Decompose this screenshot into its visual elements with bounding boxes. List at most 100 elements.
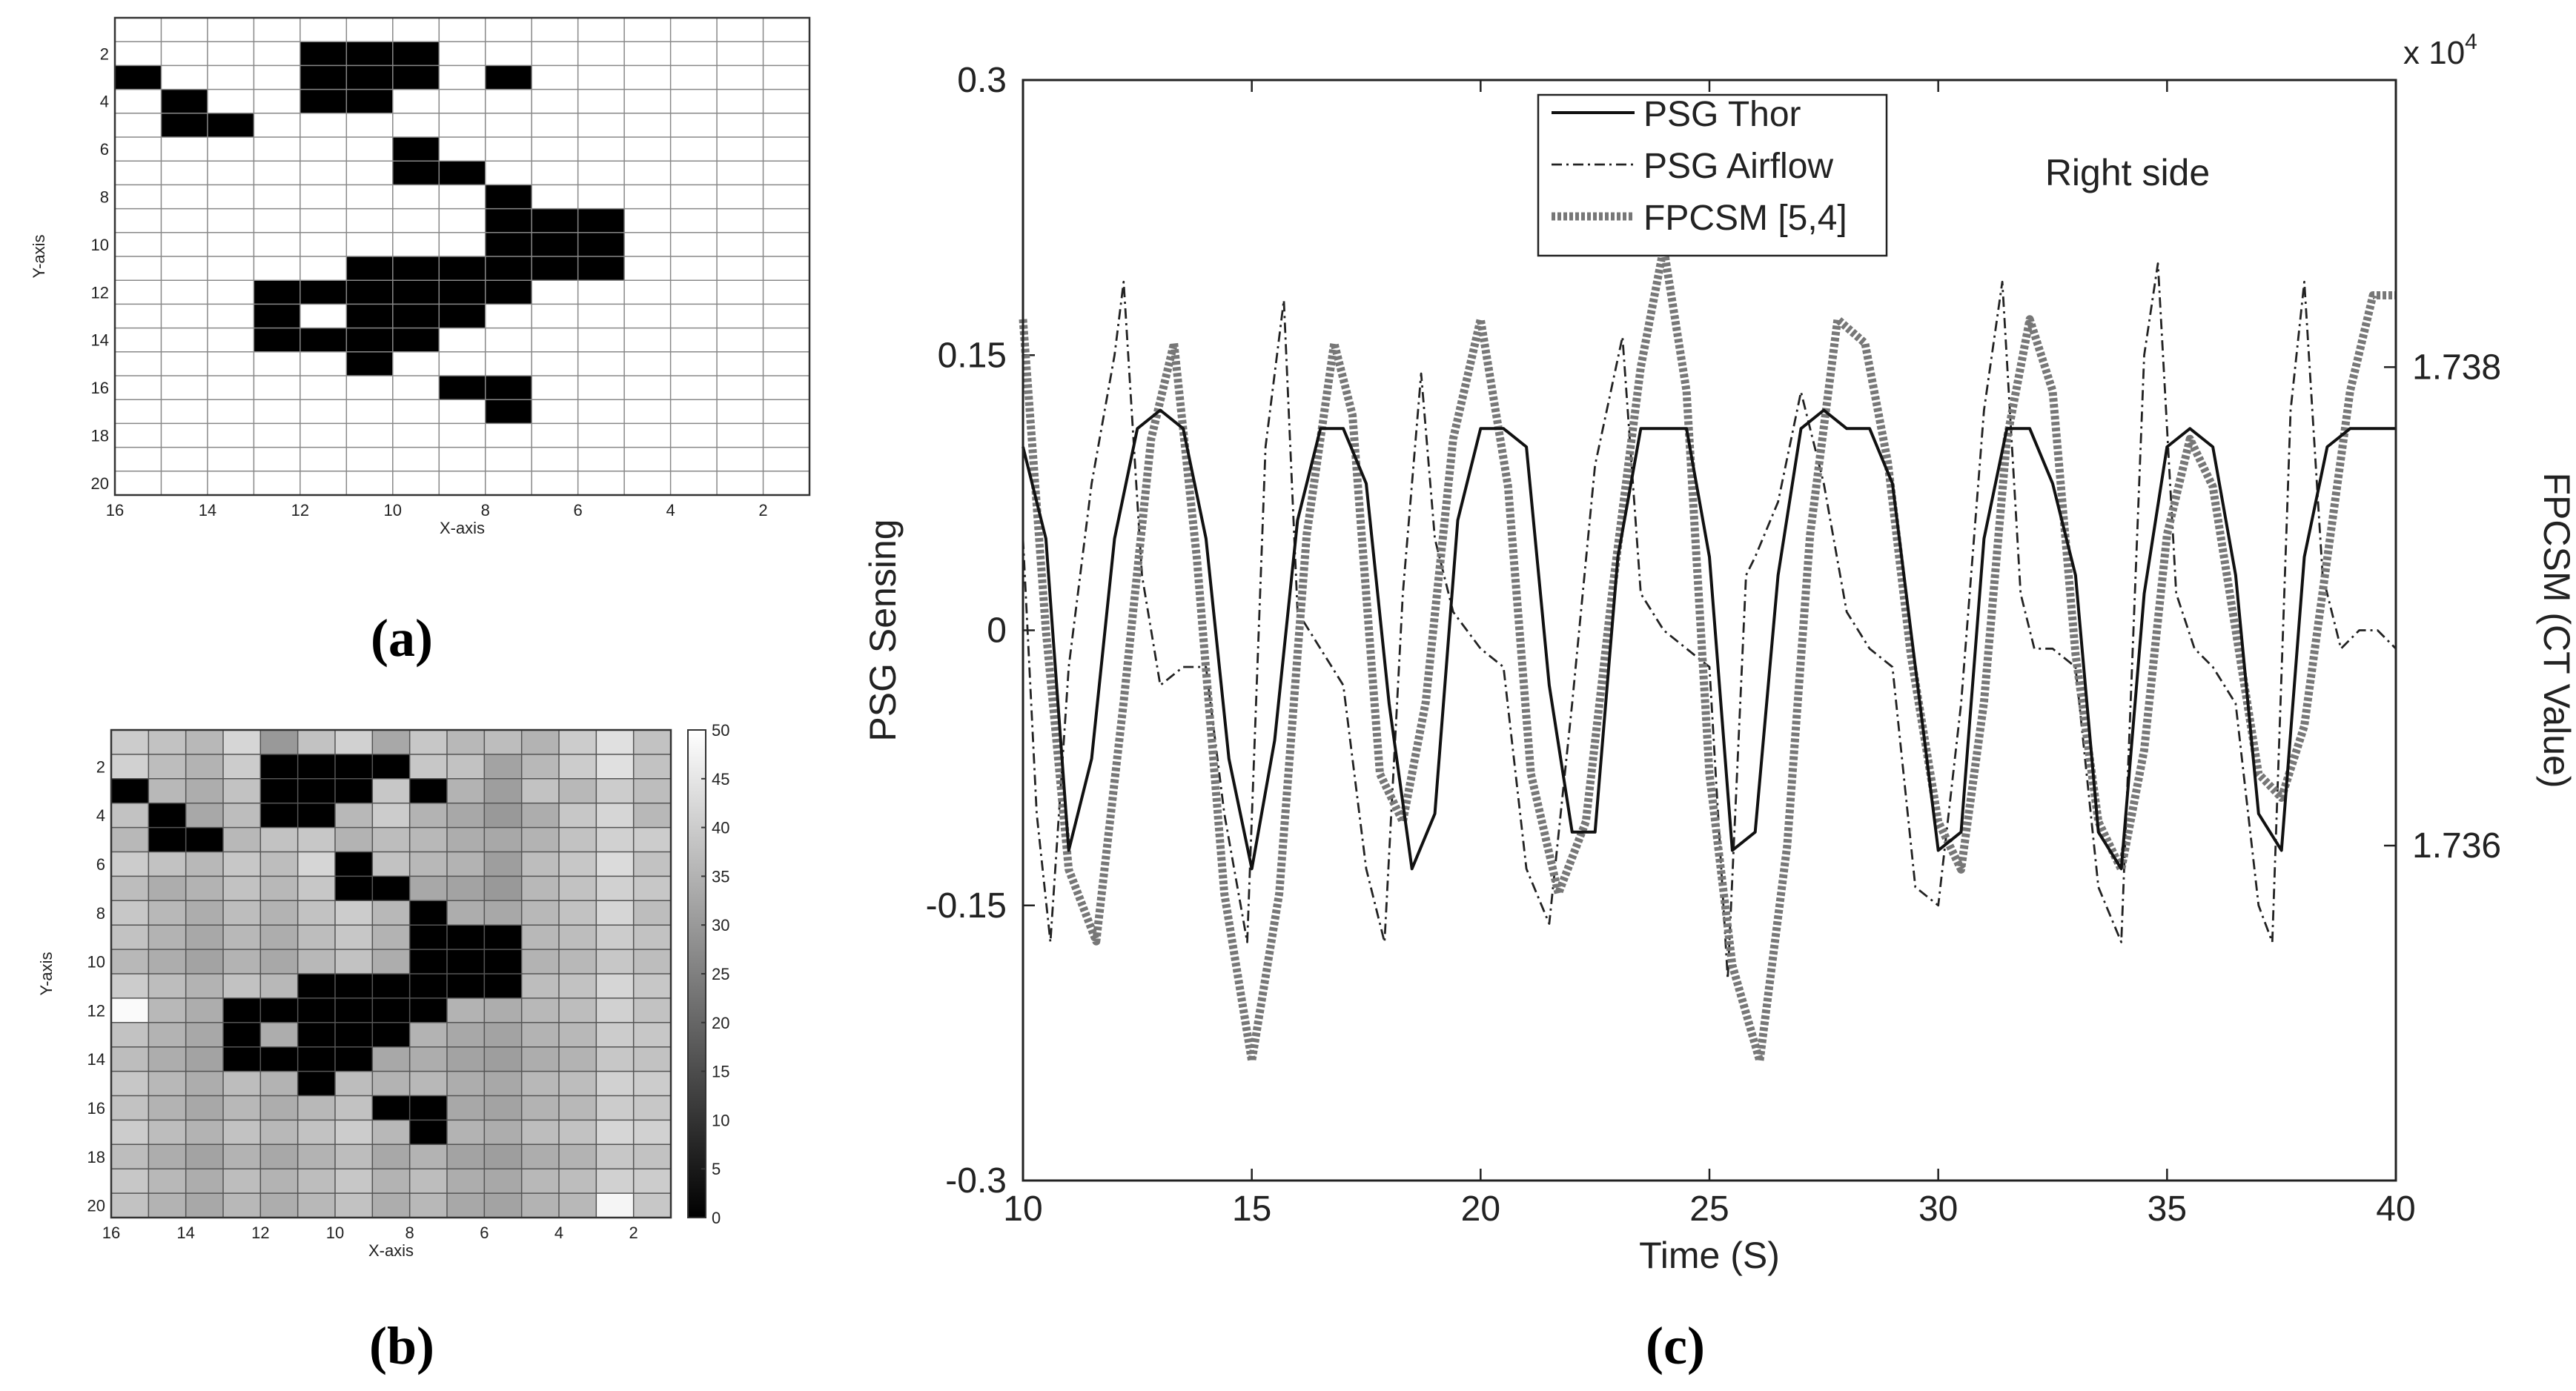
x-tick-label-b: 8 — [405, 1224, 414, 1242]
heatmap-b-cell — [633, 1193, 672, 1218]
heatmap-b-cell — [111, 997, 149, 1023]
heatmap-b-cell — [111, 803, 149, 829]
heatmap-b-cell — [596, 730, 635, 755]
heatmap-b-cell — [185, 754, 224, 780]
grid-a-cell — [392, 280, 440, 305]
heatmap-b-cell — [633, 974, 672, 999]
heatmap-b-cell — [633, 1169, 672, 1194]
heatmap-b-cell — [521, 1095, 560, 1121]
grid-a-cell — [207, 113, 254, 138]
heatmap-b-cell — [260, 974, 299, 999]
heatmap-b-cell — [260, 778, 299, 804]
heatmap-b-cell — [447, 1193, 485, 1218]
heatmap-b-cell — [372, 778, 411, 804]
heatmap-b-cell — [260, 1144, 299, 1169]
x-tick-label-c: 25 — [1689, 1189, 1729, 1229]
panel-a-binary-grid: 16 14 12 10 8 6 4 2 2 4 6 8 10 12 14 16 18 20 X-axis Y-axis — [30, 16, 811, 537]
heatmap-b-cell — [559, 1169, 597, 1194]
heatmap-b-cell — [596, 900, 635, 926]
heatmap-b-cell — [521, 1046, 560, 1072]
heatmap-b-cell — [484, 851, 523, 877]
plot-c-area — [1023, 80, 2396, 1181]
legend-label: PSG Thor — [1643, 95, 1801, 134]
heatmap-b-cell — [484, 754, 523, 780]
heatmap-b-cell — [521, 754, 560, 780]
heatmap-b-cell — [260, 827, 299, 852]
heatmap-b-cell — [559, 827, 597, 852]
heatmap-b-cell — [372, 1071, 411, 1096]
heatmap-b-cell — [372, 1022, 411, 1048]
heatmap-b-cell — [260, 1095, 299, 1121]
heatmap-b-cell — [148, 974, 187, 999]
heatmap-b-cell — [559, 778, 597, 804]
legend-box — [1537, 93, 1888, 257]
x-tick-label-b: 4 — [554, 1224, 563, 1242]
heatmap-b-cell — [223, 803, 261, 829]
heatmap-b-cell — [372, 876, 411, 901]
heatmap-b-cell — [111, 1169, 149, 1194]
heatmap-b-cell — [559, 1095, 597, 1121]
x-tick-label-b: 14 — [176, 1224, 194, 1242]
heatmap-b-cell — [447, 997, 485, 1023]
heatmap-b-cell — [447, 876, 485, 901]
grid-a-cell — [485, 399, 532, 424]
heatmap-b-cell — [596, 778, 635, 804]
annotation-right-side: Right side — [2045, 152, 2210, 193]
heatmap-b-cell — [185, 730, 224, 755]
heatmap-b-cell — [633, 876, 672, 901]
grid-a-cell — [439, 304, 486, 329]
heatmap-b-cell — [185, 876, 224, 901]
heatmap-b-cell — [521, 778, 560, 804]
heatmap-b-cell — [148, 1120, 187, 1145]
colorbar-tick-label: 30 — [712, 916, 729, 934]
heatmap-b-cell — [223, 1071, 261, 1096]
grid-a-cell — [254, 304, 301, 329]
heatmap-b-cell — [335, 1169, 373, 1194]
heatmap-b-cell — [223, 754, 261, 780]
heatmap-b-cell — [521, 1120, 560, 1145]
heatmap-b-cell — [148, 827, 187, 852]
heatmap-b-cell — [633, 778, 672, 804]
heatmap-b-cell — [335, 803, 373, 829]
heatmap-b-cell — [335, 1144, 373, 1169]
heatmap-b-cell — [447, 730, 485, 755]
heatmap-b-cell — [111, 876, 149, 901]
heatmap-b-cell — [633, 827, 672, 852]
heatmap-b-cell — [447, 1022, 485, 1048]
heatmap-b-cell — [223, 851, 261, 877]
grid-a-cell — [485, 185, 532, 210]
heatmap-b-cell — [484, 876, 523, 901]
heatmap-b-cell — [185, 1144, 224, 1169]
heatmap-b-cell — [409, 876, 448, 901]
heatmap-b-cell — [559, 851, 597, 877]
heatmap-b-cell — [484, 1071, 523, 1096]
heatmap-b-cell — [559, 949, 597, 975]
x-axis-label-c: Time (S) — [1639, 1235, 1780, 1276]
grid-a-cell — [577, 256, 625, 281]
x-tick-label-c: 30 — [1918, 1189, 1958, 1229]
y-tick-label-a: 14 — [91, 331, 109, 350]
heatmap-b-cell — [372, 974, 411, 999]
heatmap-b-cell — [559, 754, 597, 780]
grid-a-cell — [346, 328, 394, 353]
y-tick-label-b: 18 — [87, 1148, 105, 1166]
colorbar-tick-label: 50 — [712, 721, 729, 740]
heatmap-b-cell — [372, 730, 411, 755]
heatmap-b-cell — [372, 754, 411, 780]
heatmap-b-cell — [185, 925, 224, 950]
heatmap-b-cell — [223, 900, 261, 926]
x-tick-label-a: 4 — [666, 501, 675, 519]
heatmap-b-cell — [185, 1193, 224, 1218]
heatmap-b-cell — [484, 803, 523, 829]
y-tick-label-b: 4 — [96, 806, 105, 825]
heatmap-b-cell — [148, 1071, 187, 1096]
heatmap-b-cell — [447, 1169, 485, 1194]
y-tick-label-c: 0.3 — [957, 61, 1007, 100]
heatmap-b-cell — [633, 1071, 672, 1096]
heatmap-b-cell — [521, 803, 560, 829]
grid-a-cell — [532, 256, 579, 281]
heatmap-b-cell — [297, 876, 336, 901]
heatmap-b-cell — [633, 754, 672, 780]
heatmap-b-cell — [633, 1144, 672, 1169]
heatmap-b-cell — [297, 1071, 336, 1096]
